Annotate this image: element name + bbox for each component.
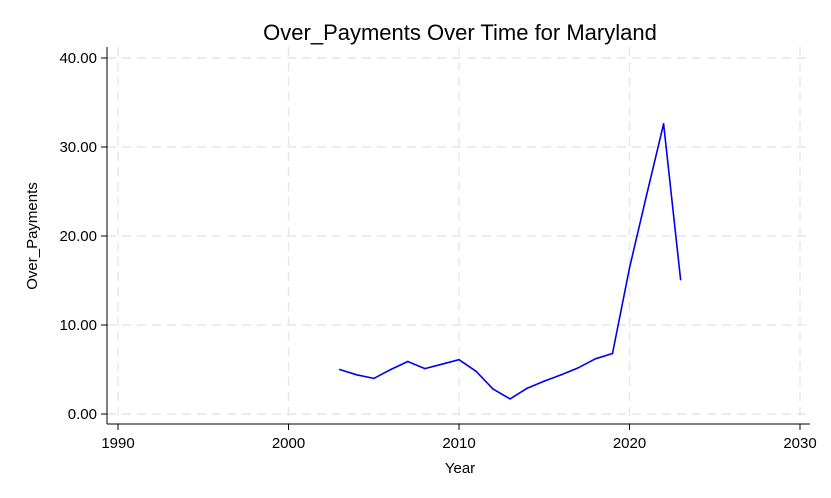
data-point	[560, 374, 563, 376]
data-point	[390, 368, 392, 371]
data-point	[679, 278, 682, 281]
y-tick-label: 30.00	[59, 139, 97, 156]
data-point	[355, 374, 358, 376]
data-point	[475, 370, 477, 373]
x-tick-label: 2000	[272, 435, 305, 452]
data-point	[492, 388, 494, 390]
chart-title: Over_Payments Over Time for Maryland	[263, 20, 657, 45]
grid	[107, 47, 810, 424]
x-tick-label: 2030	[783, 435, 816, 452]
x-axis-label: Year	[445, 460, 475, 477]
data-point	[338, 368, 341, 371]
data-point	[407, 360, 409, 363]
x-tick-label: 2010	[442, 435, 475, 452]
y-axis-ticks: 0.00 10.00 20.00 30.00 40.00	[59, 50, 107, 423]
data-point	[577, 366, 580, 369]
data-point	[594, 358, 597, 360]
x-axis-ticks: 1990 2000 2010 2020 2030	[101, 424, 817, 452]
data-point	[543, 380, 546, 382]
data-point	[441, 363, 443, 365]
x-tick-label: 1990	[101, 435, 134, 452]
data-point	[645, 194, 648, 196]
series	[338, 123, 682, 400]
y-tick-label: 40.00	[59, 50, 97, 67]
data-point	[526, 387, 528, 389]
data-point	[424, 367, 426, 370]
y-tick-label: 0.00	[68, 406, 97, 423]
data-point	[662, 123, 665, 125]
data-point	[628, 267, 631, 269]
y-tick-label: 20.00	[59, 228, 97, 245]
y-tick-label: 10.00	[59, 317, 97, 334]
data-point	[611, 352, 614, 355]
data-point	[509, 398, 511, 400]
x-tick-label: 2020	[613, 435, 646, 452]
data-point	[458, 358, 460, 361]
data-point	[372, 377, 375, 380]
y-axis-label: Over_Payments	[24, 182, 41, 290]
